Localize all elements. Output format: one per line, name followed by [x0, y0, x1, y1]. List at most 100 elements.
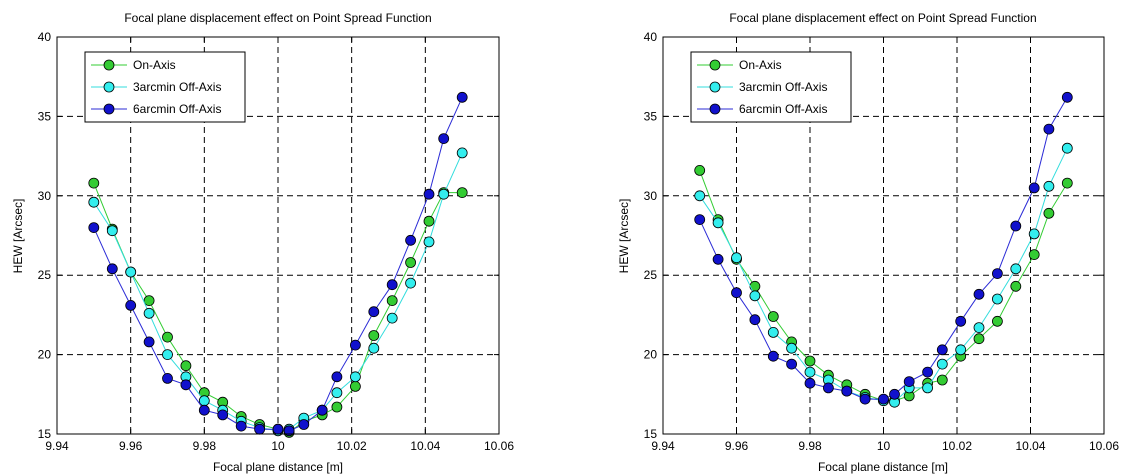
axes-frame	[662, 36, 1105, 435]
data-point	[143, 336, 155, 348]
data-point	[712, 217, 724, 229]
series-line	[699, 147, 1068, 403]
series-line	[93, 182, 463, 433]
data-point	[922, 382, 933, 394]
legend: On-Axis 3arcmin Off-Axis 6arcmin Off-Axis	[690, 51, 852, 123]
data-point	[694, 164, 706, 176]
data-point	[973, 322, 985, 334]
data-point	[88, 196, 100, 208]
data-point	[1010, 280, 1022, 292]
data-point	[936, 358, 948, 370]
data-point	[368, 330, 380, 341]
legend-entry: 3arcmin Off-Axis	[91, 80, 221, 94]
x-tick-label: 9.94	[45, 439, 69, 453]
data-point	[456, 91, 468, 103]
y-tick-label: 15	[38, 427, 52, 441]
data-point	[786, 342, 797, 354]
data-point	[143, 307, 155, 319]
data-point	[694, 214, 706, 226]
data-point	[125, 266, 137, 278]
data-point	[235, 420, 247, 432]
data-point	[331, 387, 343, 399]
data-point	[331, 371, 343, 383]
x-tick-label: 9.98	[798, 439, 822, 453]
data-point	[1010, 263, 1022, 275]
data-point	[731, 287, 742, 299]
series-line	[699, 170, 1068, 402]
data-point	[106, 263, 118, 275]
legend: On-Axis 3arcmin Off-Axis 6arcmin Off-Axis	[84, 51, 246, 123]
data-point	[1010, 220, 1022, 232]
data-point	[749, 314, 761, 326]
y-tick-label: 35	[644, 109, 658, 123]
data-point	[162, 331, 173, 343]
x-tick-label: 10.04	[410, 439, 440, 453]
axes-frame	[56, 36, 500, 435]
data-point	[349, 339, 361, 351]
chart-right: Focal plane displacement effect on Point…	[617, 11, 1119, 474]
data-point	[125, 299, 137, 311]
legend-label: 6arcmin Off-Axis	[133, 102, 221, 116]
data-point	[841, 385, 853, 397]
x-axis-label: Focal plane distance [m]	[818, 460, 948, 474]
data-point	[217, 409, 229, 421]
legend-label: On-Axis	[133, 58, 176, 72]
data-point	[438, 133, 450, 145]
y-tick-label: 25	[644, 268, 658, 282]
y-axis-label: HEW [Arcsec]	[617, 199, 631, 274]
legend-label: 6arcmin Off-Axis	[739, 102, 827, 116]
data-point	[731, 252, 742, 264]
y-tick-label: 35	[38, 109, 52, 123]
y-tick-label: 40	[644, 30, 658, 44]
data-point	[88, 177, 100, 189]
data-point	[1061, 177, 1073, 189]
data-point	[298, 419, 310, 430]
legend-entry: On-Axis	[697, 58, 782, 72]
chart-left: Focal plane displacement effect on Point…	[11, 11, 514, 474]
data-point	[767, 326, 779, 338]
data-point	[423, 188, 435, 200]
chart-title: Focal plane displacement effect on Point…	[729, 11, 1036, 25]
data-point	[973, 333, 985, 345]
legend-entry: 6arcmin Off-Axis	[91, 102, 221, 116]
data-point	[162, 372, 173, 384]
x-tick-label: 9.94	[651, 439, 675, 453]
y-tick-label: 40	[38, 30, 52, 44]
data-point	[405, 277, 417, 289]
data-point	[1028, 249, 1040, 261]
data-point	[180, 379, 192, 391]
x-tick-label: 10	[271, 439, 285, 453]
legend-label: 3arcmin Off-Axis	[133, 80, 221, 94]
data-point	[712, 253, 724, 265]
x-tick-label: 9.96	[119, 439, 143, 453]
legend-entry: 6arcmin Off-Axis	[697, 102, 827, 116]
data-point	[749, 290, 761, 302]
x-tick-label: 10.02	[337, 439, 367, 453]
data-point	[162, 349, 173, 361]
data-point	[349, 380, 361, 392]
data-point	[106, 225, 118, 237]
data-point	[456, 187, 468, 199]
data-point	[889, 388, 900, 400]
legend-entry: On-Axis	[91, 58, 176, 72]
data-point	[386, 279, 398, 291]
legend-marker	[709, 81, 721, 93]
data-point	[423, 215, 435, 227]
data-point	[955, 344, 967, 356]
data-point	[180, 360, 192, 372]
x-tick-label: 10.02	[942, 439, 972, 453]
legend-marker	[709, 59, 721, 71]
data-point	[804, 377, 816, 389]
legend-marker	[709, 103, 721, 115]
data-point	[992, 268, 1003, 280]
data-point	[1043, 180, 1055, 192]
data-point	[903, 376, 915, 388]
y-tick-label: 20	[38, 348, 52, 362]
data-point	[283, 425, 295, 437]
data-point	[786, 358, 797, 370]
legend-marker	[103, 103, 115, 115]
legend-marker	[103, 59, 115, 71]
y-tick-label: 15	[644, 427, 658, 441]
x-tick-label: 10.04	[1015, 439, 1045, 453]
